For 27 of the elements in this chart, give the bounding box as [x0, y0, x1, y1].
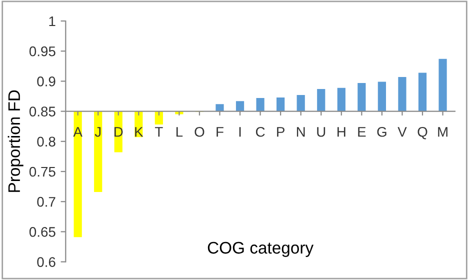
y-tick-label: 1 — [49, 16, 56, 26]
x-tick-label: G — [377, 126, 386, 137]
x-tick-label: T — [154, 127, 163, 137]
x-tick-label: L — [176, 127, 183, 137]
x-tick-label: J — [94, 127, 101, 137]
y-tick-label: 0.95 — [29, 46, 56, 56]
x-tick-label: P — [277, 127, 284, 137]
x-tick-label: H — [338, 127, 346, 137]
y-tick-label: 0.9 — [37, 76, 56, 86]
x-tick-label: I — [239, 127, 241, 137]
x-tick-label: V — [398, 127, 407, 137]
x-tick-label: C — [256, 126, 265, 137]
y-tick-label: 0.8 — [37, 136, 56, 147]
x-tick-label: M — [438, 127, 448, 137]
y-axis-title: Proportion FD — [8, 90, 24, 192]
x-tick-label: E — [358, 127, 366, 137]
y-tick-label: 0.6 — [37, 257, 56, 267]
y-tick-label: 0.7 — [37, 196, 56, 207]
y-tick-label: 0.65 — [29, 227, 56, 237]
x-tick-label: F — [216, 127, 224, 137]
x-tick-label: N — [296, 127, 305, 137]
x-tick-label: Q — [418, 126, 428, 140]
y-tick-label: 0.75 — [29, 166, 56, 177]
x-tick-label: U — [317, 127, 326, 137]
y-tick-label: 0.85 — [29, 106, 56, 116]
x-axis-title: COG category — [208, 242, 314, 257]
x-tick-label: O — [194, 126, 204, 137]
